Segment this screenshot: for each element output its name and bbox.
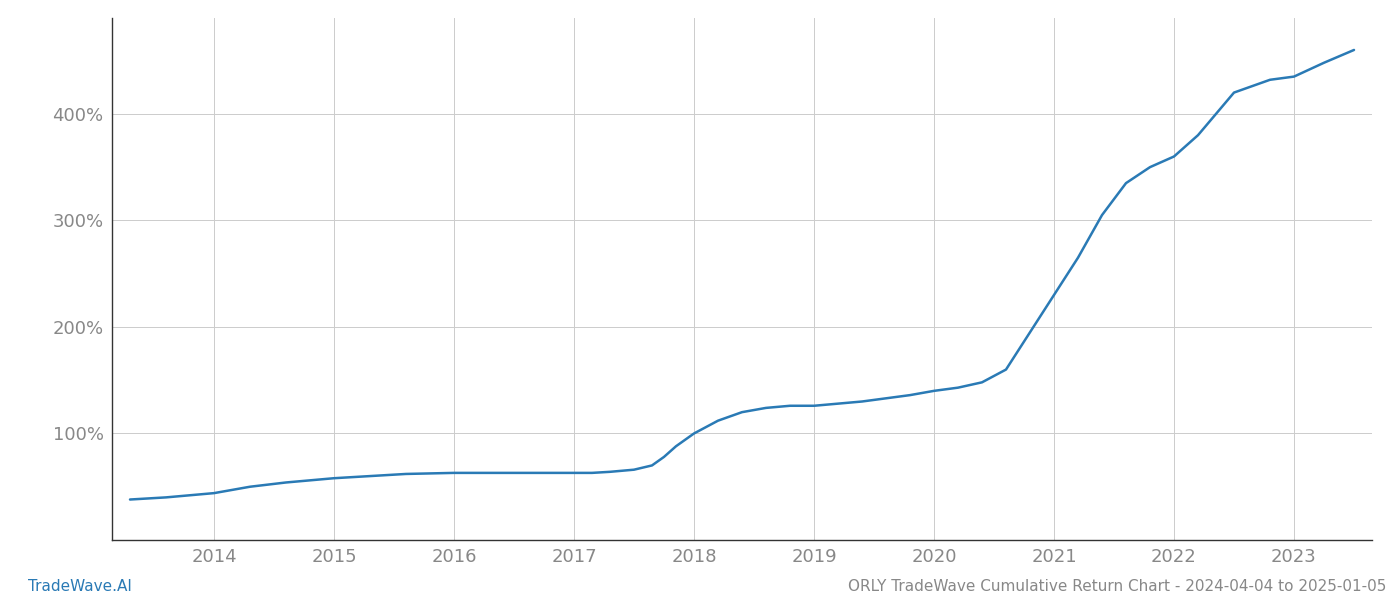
Text: TradeWave.AI: TradeWave.AI bbox=[28, 579, 132, 594]
Text: ORLY TradeWave Cumulative Return Chart - 2024-04-04 to 2025-01-05: ORLY TradeWave Cumulative Return Chart -… bbox=[847, 579, 1386, 594]
